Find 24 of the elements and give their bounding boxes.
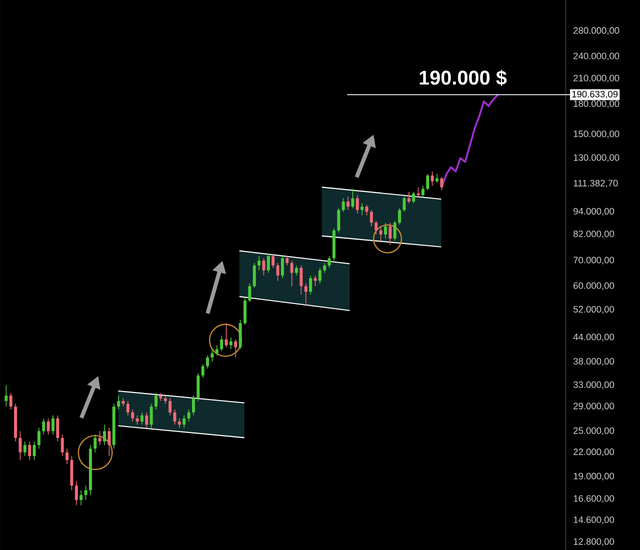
y-tick-label: 16.600,00: [574, 495, 614, 503]
y-tick-label: 111.382,70: [574, 180, 618, 188]
y-tick-label: 44.000,00: [573, 334, 614, 342]
y-tick-label: 82.000,00: [574, 230, 614, 238]
ref-line-label: 190.633,09: [572, 90, 618, 98]
y-tick-label: 14.600,00: [574, 516, 614, 524]
y-tick-label: 60.000,00: [574, 282, 614, 290]
y-tick-label: 130.000,00: [574, 154, 620, 162]
y-tick-label: 38.000,00: [573, 358, 614, 366]
y-tick-label: 180.000,00: [574, 100, 620, 108]
y-tick-label: 12.800,00: [574, 538, 614, 546]
y-tick-label: 210.000,00: [574, 74, 620, 82]
y-tick-label: 70.000,00: [574, 256, 614, 264]
y-tick-label: 52.000,00: [573, 306, 614, 314]
y-tick-label: 33.000,00: [573, 381, 614, 389]
y-tick-label: 94.000,00: [574, 208, 614, 216]
y-tick-label: 25.000,00: [574, 427, 614, 435]
y-tick-label: 19.000,00: [574, 472, 614, 480]
y-tick-label: 22.000,00: [574, 448, 614, 456]
annotation: 190.000 $: [420, 70, 507, 86]
y-tick-label: 280.000,00: [574, 27, 620, 35]
y-tick-label: 150.000,00: [574, 130, 620, 138]
y-tick-label: 240.000,00: [574, 52, 620, 60]
y-tick-label: 29.000,00: [574, 402, 614, 410]
